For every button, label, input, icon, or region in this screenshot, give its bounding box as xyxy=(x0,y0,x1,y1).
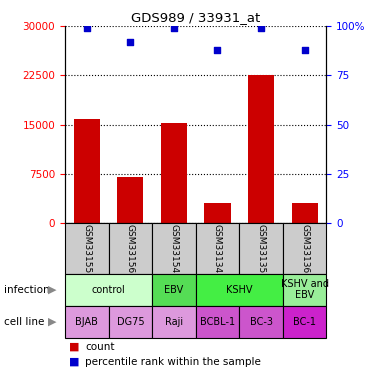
Text: BC-1: BC-1 xyxy=(293,316,316,327)
Bar xyxy=(117,177,143,223)
Bar xyxy=(283,223,326,274)
Bar xyxy=(109,306,152,338)
Point xyxy=(214,47,220,53)
Bar xyxy=(73,119,100,223)
Text: percentile rank within the sample: percentile rank within the sample xyxy=(85,357,261,367)
Text: GSM33134: GSM33134 xyxy=(213,224,222,273)
Bar xyxy=(152,274,196,306)
Text: BJAB: BJAB xyxy=(75,316,98,327)
Bar xyxy=(65,223,109,274)
Bar xyxy=(248,75,274,223)
Bar xyxy=(152,306,196,338)
Title: GDS989 / 33931_at: GDS989 / 33931_at xyxy=(131,11,260,24)
Point xyxy=(84,25,90,31)
Bar xyxy=(283,274,326,306)
Text: EBV: EBV xyxy=(164,285,184,295)
Bar xyxy=(204,203,231,223)
Bar xyxy=(196,306,239,338)
Text: Raji: Raji xyxy=(165,316,183,327)
Text: ▶: ▶ xyxy=(48,285,56,295)
Bar xyxy=(152,223,196,274)
Text: KSHV: KSHV xyxy=(226,285,253,295)
Text: ▶: ▶ xyxy=(48,316,56,327)
Bar xyxy=(292,203,318,223)
Bar xyxy=(196,223,239,274)
Text: BC-3: BC-3 xyxy=(250,316,273,327)
Text: GSM33154: GSM33154 xyxy=(170,224,178,273)
Text: DG75: DG75 xyxy=(116,316,144,327)
Point xyxy=(171,25,177,31)
Bar xyxy=(161,123,187,223)
Text: ■: ■ xyxy=(69,357,79,367)
Text: ■: ■ xyxy=(69,342,79,352)
Bar xyxy=(196,274,283,306)
Text: count: count xyxy=(85,342,115,352)
Bar xyxy=(239,306,283,338)
Point xyxy=(302,47,308,53)
Bar xyxy=(65,306,109,338)
Bar xyxy=(109,223,152,274)
Text: GSM33155: GSM33155 xyxy=(82,224,91,273)
Text: GSM33156: GSM33156 xyxy=(126,224,135,273)
Point xyxy=(258,25,264,31)
Text: KSHV and
EBV: KSHV and EBV xyxy=(281,279,329,300)
Text: cell line: cell line xyxy=(4,316,44,327)
Text: infection: infection xyxy=(4,285,49,295)
Bar xyxy=(283,306,326,338)
Text: control: control xyxy=(92,285,125,295)
Point xyxy=(127,39,133,45)
Bar xyxy=(239,223,283,274)
Text: BCBL-1: BCBL-1 xyxy=(200,316,235,327)
Bar xyxy=(65,274,152,306)
Text: GSM33135: GSM33135 xyxy=(257,224,266,273)
Text: GSM33136: GSM33136 xyxy=(300,224,309,273)
